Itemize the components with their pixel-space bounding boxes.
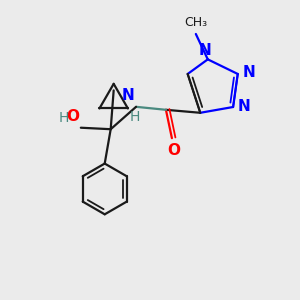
Text: H: H <box>58 111 69 125</box>
Text: O: O <box>167 142 180 158</box>
Text: N: N <box>238 100 250 115</box>
Text: O: O <box>66 109 79 124</box>
Text: CH₃: CH₃ <box>184 16 207 29</box>
Text: N: N <box>242 65 255 80</box>
Text: H: H <box>129 110 140 124</box>
Text: N: N <box>198 43 211 58</box>
Text: N: N <box>122 88 135 103</box>
